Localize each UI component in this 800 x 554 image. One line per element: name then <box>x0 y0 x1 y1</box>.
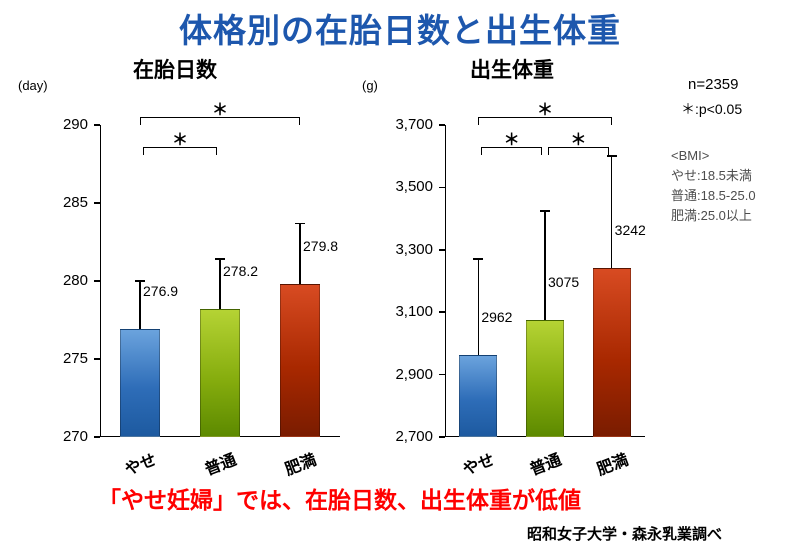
significance-bracket <box>481 147 542 155</box>
error-bar-line <box>477 259 480 356</box>
bar-value-label: 2962 <box>481 309 513 326</box>
y-axis-tick-label: 2,700 <box>395 428 433 445</box>
error-bar-cap <box>295 222 305 225</box>
page-title: 体格別の在胎日数と出生体重 <box>179 12 621 49</box>
error-bar-line <box>139 281 141 330</box>
y-axis-tick-label: 280 <box>62 272 88 289</box>
significance-asterisk: ＊ <box>536 102 553 119</box>
chart-title: 出生体重 <box>470 59 554 82</box>
bar-やせ <box>459 355 498 437</box>
error-bar-line <box>219 259 221 310</box>
sample-size-note: n=2359 <box>688 76 739 93</box>
y-axis-tick <box>439 436 445 438</box>
error-bar-cap <box>473 258 484 260</box>
error-bar-cap <box>606 155 617 157</box>
bmi-legend-item-futsuu: 普通:18.5-25.0 <box>671 188 756 203</box>
y-axis-tick-label: 290 <box>62 116 88 133</box>
error-bar-cap <box>135 280 145 282</box>
significance-bracket <box>478 117 612 125</box>
y-axis-tick-label: 2,900 <box>395 365 433 383</box>
y-axis-tick <box>439 249 445 251</box>
y-axis-tick <box>439 124 445 126</box>
y-axis-tick-label: 285 <box>62 194 88 211</box>
category-label: 普通 <box>527 451 564 480</box>
bar-value-label: 276.9 <box>143 283 179 300</box>
bar-value-label: 278.2 <box>223 263 259 280</box>
y-axis-tick <box>94 358 100 360</box>
bar-普通 <box>526 320 564 437</box>
bar-やせ <box>120 329 160 437</box>
y-axis-unit-label: (g) <box>362 78 378 93</box>
chart-title: 在胎日数 <box>133 59 217 82</box>
bar-普通 <box>200 309 240 437</box>
error-bar-line <box>610 156 613 268</box>
significance-bracket <box>140 117 300 125</box>
bmi-legend-item-yase: やせ:18.5未満 <box>671 168 752 183</box>
y-axis-tick <box>439 311 445 313</box>
conclusion-text: 「やせ妊婦」では、在胎日数、出生体重が低値 <box>98 487 581 513</box>
significance-asterisk: ＊ <box>211 102 228 119</box>
error-bar-cap <box>540 210 550 212</box>
y-axis-tick <box>439 373 445 376</box>
y-axis-tick <box>439 186 445 189</box>
y-axis-tick-label: 270 <box>62 428 88 445</box>
y-axis-tick <box>94 280 100 282</box>
y-axis-tick-label: 3,500 <box>395 178 433 196</box>
significance-asterisk: ＊ <box>503 132 520 149</box>
y-axis-tick-label: 275 <box>62 350 88 367</box>
bar-value-label: 279.8 <box>303 238 339 255</box>
bar-value-label: 3075 <box>548 274 580 290</box>
y-axis-tick-label: 3,100 <box>395 303 433 321</box>
y-axis-unit-label: (day) <box>18 78 48 93</box>
bmi-legend: <BMI> やせ:18.5未満 普通:18.5-25.0 肥満:25.0以上 <box>671 146 756 226</box>
y-axis-tick-label: 3,700 <box>395 116 433 133</box>
significance-bracket <box>548 147 609 155</box>
significance-asterisk: ＊ <box>570 132 587 149</box>
y-axis-tick <box>94 436 100 438</box>
error-bar-line <box>544 210 546 320</box>
error-bar-line <box>299 223 301 285</box>
y-axis-tick-label: 3,300 <box>395 240 433 258</box>
source-credit: 昭和女子大学・森永乳業調べ <box>527 526 723 543</box>
bmi-legend-item-himan: 肥満:25.0以上 <box>671 208 752 223</box>
y-axis-tick <box>94 124 100 126</box>
category-label: やせ <box>461 451 498 480</box>
bar-肥満 <box>592 267 631 437</box>
error-bar-cap <box>215 258 225 260</box>
bmi-legend-header: <BMI> <box>671 148 710 163</box>
pvalue-note: ＊:p<0.05 <box>681 101 743 117</box>
significance-bracket <box>143 147 217 155</box>
bar-肥満 <box>280 284 320 437</box>
bar-value-label: 3242 <box>614 221 646 238</box>
y-axis-tick <box>94 202 100 204</box>
significance-asterisk: ＊ <box>171 132 188 149</box>
category-label: 肥満 <box>594 451 631 480</box>
